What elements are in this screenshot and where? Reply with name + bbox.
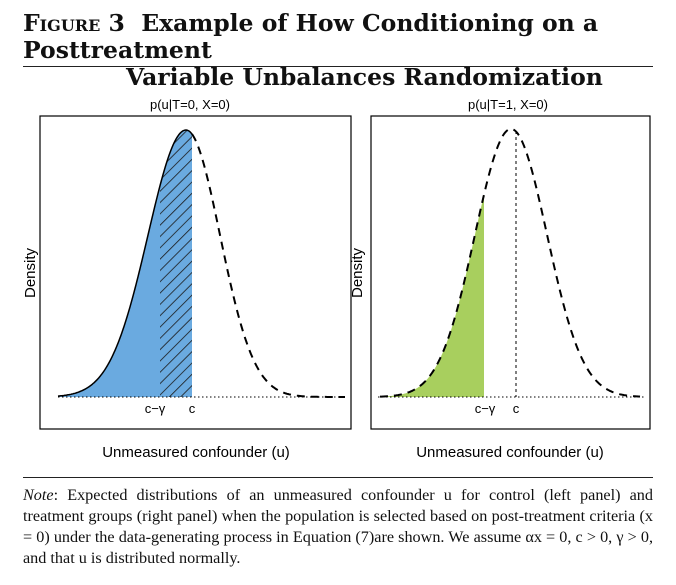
note-label: Note xyxy=(23,486,54,504)
right-plot-frame xyxy=(370,115,651,430)
left-density-curve xyxy=(57,129,193,397)
right-panel-title: p(u|T=1, X=0) xyxy=(468,97,548,112)
left-hatched-area xyxy=(160,130,192,397)
top-rule xyxy=(23,66,653,67)
right-panel: p(u|T=1, X=0) c−γ c Unmeasured confounde… xyxy=(349,97,651,461)
left-panel-title: p(u|T=0, X=0) xyxy=(150,97,230,112)
left-tick-label-c: c xyxy=(189,401,196,416)
note-text: : Expected distributions of an unmeasure… xyxy=(23,486,653,567)
figure-title: Figure 3 Example of How Conditioning on … xyxy=(23,10,663,91)
left-panel: p(u|T=0, X=0) c−γ c Unmeasured confounde… xyxy=(22,97,352,461)
right-density-curve xyxy=(380,127,641,398)
left-density-curve-dashed xyxy=(191,133,345,398)
bottom-rule xyxy=(23,477,653,478)
right-y-axis-label: Density xyxy=(349,247,366,298)
right-tick-label-c: c xyxy=(513,401,520,416)
figure-note: Note: Expected distributions of an unmea… xyxy=(23,485,653,569)
left-x-axis-label: Unmeasured confounder (u) xyxy=(102,444,290,461)
left-y-axis-label: Density xyxy=(22,247,39,298)
right-tick-label-c-gamma: c−γ xyxy=(475,401,496,416)
right-shaded-area xyxy=(385,194,484,397)
figure-title-line1: Example of How Conditioning on a Posttre… xyxy=(23,9,599,64)
density-charts: p(u|T=0, X=0) c−γ c Unmeasured confounde… xyxy=(22,97,651,461)
figure-title-line2: Variable Unbalances Randomization xyxy=(126,63,603,91)
left-tick-label-c-gamma: c−γ xyxy=(145,401,166,416)
left-plot-frame xyxy=(39,115,352,430)
figure-label: Figure 3 xyxy=(23,9,125,37)
right-x-axis-label: Unmeasured confounder (u) xyxy=(416,444,604,461)
left-shaded-area xyxy=(58,185,160,397)
